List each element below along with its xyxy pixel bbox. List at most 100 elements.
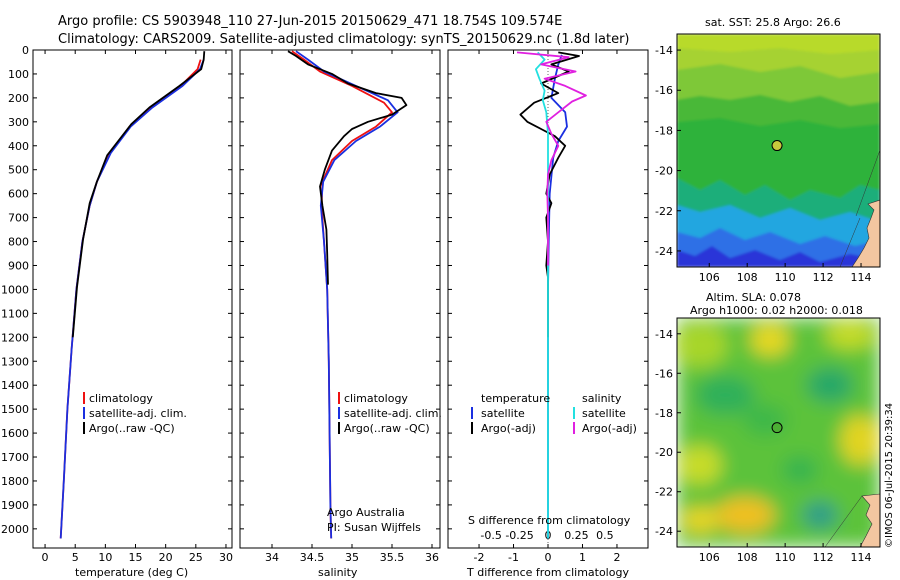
legend-climatology-label: climatology (89, 392, 153, 405)
difference-depth-ticks (448, 49, 648, 530)
salinity-axes-frame (239, 49, 441, 549)
temperature-x-tick-label: 10 (98, 551, 112, 564)
depth-tick-label: 200 (8, 92, 29, 105)
salinity-x-label: salinity (318, 566, 358, 579)
difference-x-ticks: -2 -1 0 1 2 (474, 50, 620, 564)
salinity-annotation-line2: PI: Susan Wijffels (327, 521, 421, 534)
map-lon-tick-label: 108 (737, 271, 758, 284)
map-lon-tick-label: 112 (813, 551, 834, 564)
legend-argo-label: Argo(..raw -QC) (344, 422, 430, 435)
depth-tick-label: 1900 (1, 499, 29, 512)
sst-map-image (677, 34, 880, 267)
legend-temperature-heading: temperature (481, 392, 550, 405)
temperature-difference-x-tick-label: -2 (474, 551, 485, 564)
legend-climatology-label: climatology (344, 392, 408, 405)
legend-sal-satellite-label: satellite (582, 407, 626, 420)
salinity-difference-tick-label: -0.25 (505, 529, 533, 542)
salinity-annotation-line1: Argo Australia (327, 506, 405, 519)
map-lat-tick-label: -18 (655, 124, 673, 137)
legend-satellite-label: satellite-adj. clim. (344, 407, 442, 420)
depth-tick-label: 300 (8, 116, 29, 129)
temperature-x-tick-label: 20 (159, 551, 173, 564)
depth-tick-label: 800 (8, 236, 29, 249)
legend-temp-satellite-label: satellite (481, 407, 525, 420)
temperature-legend: climatology satellite-adj. clim. Argo(..… (83, 392, 187, 435)
map-lon-tick-label: 106 (699, 551, 720, 564)
depth-tick-label: 2000 (1, 523, 29, 536)
legend-temp-argo-label: Argo(-adj) (481, 422, 536, 435)
depth-tick-label: 900 (8, 259, 29, 272)
depth-tick-label: 1100 (1, 307, 29, 320)
temperature-x-tick-label: 15 (129, 551, 143, 564)
map-lat-tick-label: -24 (655, 245, 673, 258)
argo-position-marker (771, 422, 783, 434)
depth-tick-label: 1700 (1, 451, 29, 464)
depth-tick-label: 1000 (1, 283, 29, 296)
difference-panel: -2 -1 0 1 2 -0.5 -0.25 0 0.25 0.5 temperature sa… (447, 49, 649, 579)
map-lat-tick-label: -14 (655, 328, 673, 341)
map-lon-tick-label: 114 (851, 271, 872, 284)
map-lat-tick-label: -20 (655, 446, 673, 459)
figure-title-line2: Climatology: CARS2009. Satellite-adjuste… (58, 32, 630, 47)
map-lat-tick-label: -16 (655, 84, 673, 97)
legend-satellite-label: satellite-adj. clim. (89, 407, 187, 420)
depth-tick-label: 700 (8, 212, 29, 225)
series-line-argo-raw-qc- (287, 50, 408, 285)
salinity-x-tick-label: 34 (265, 551, 279, 564)
legend-argo-label: Argo(..raw -QC) (89, 422, 175, 435)
sst-map-title: sat. SST: 25.8 Argo: 26.6 (705, 16, 841, 29)
sla-map-title-line1: Altim. SLA: 0.078 (706, 291, 801, 304)
legend-salinity-heading: salinity (582, 392, 622, 405)
map-lat-tick-label: -22 (655, 486, 673, 499)
salinity-difference-label: S difference from climatology (468, 514, 631, 527)
temperature-difference-x-tick-label: 0 (545, 551, 552, 564)
depth-tick-label: 100 (8, 68, 29, 81)
map-lat-tick-label: -16 (655, 367, 673, 380)
map-lon-tick-label: 110 (775, 551, 796, 564)
temperature-x-tick-label: 0 (42, 551, 49, 564)
temperature-difference-label: T difference from climatology (466, 566, 629, 579)
series-line-argo-raw-qc- (71, 51, 206, 338)
depth-tick-label: 1500 (1, 403, 29, 416)
difference-legend-temperature: temperature satellite Argo(-adj) (471, 392, 550, 435)
salinity-x-tick-label: 36 (425, 551, 439, 564)
salinity-x-ticks: 34 34.5 35 35.5 36 (265, 50, 439, 564)
map-lat-tick-label: -24 (655, 525, 673, 538)
temperature-lines (59, 51, 206, 539)
sla-map-title-line2: Argo h1000: 0.02 h2000: 0.018 (690, 304, 863, 317)
copyright-timestamp: ©IMOS 06-Jul-2015 20:39:34 (884, 403, 895, 548)
legend-sal-argo-label: Argo(-adj) (582, 422, 637, 435)
depth-tick-label: 1400 (1, 379, 29, 392)
depth-tick-label: 1300 (1, 355, 29, 368)
depth-tick-label: 1800 (1, 475, 29, 488)
map-lon-tick-label: 112 (813, 271, 834, 284)
sst-map-ticks: 106 108 110 112 114 -14 -16 -18 -20 -22 -24 (655, 44, 871, 284)
temperature-x-ticks: 0 5 10 15 20 25 30 (42, 50, 233, 564)
depth-tick-label: 1200 (1, 331, 29, 344)
salinity-panel: 34 34.5 35 35.5 36 climatology satellite-adj… (239, 49, 442, 579)
salinity-x-tick-label: 34.5 (300, 551, 325, 564)
map-lon-tick-label: 110 (775, 271, 796, 284)
series-line-salinity-argo-adj- (516, 51, 587, 266)
temperature-difference-x-tick-label: -1 (508, 551, 519, 564)
salinity-difference-tick-label: -0.5 (480, 529, 501, 542)
sla-map-frame (676, 317, 881, 548)
depth-tick-label: 400 (8, 140, 29, 153)
depth-tick-label: 0 (22, 44, 29, 57)
temperature-x-tick-label: 25 (189, 551, 203, 564)
argo-position-marker (771, 140, 783, 152)
temperature-axes-frame (32, 49, 233, 549)
temperature-difference-x-tick-label: 1 (579, 551, 586, 564)
map-lon-tick-label: 114 (851, 551, 872, 564)
temperature-panel: 0100200300400500600700800900100011001200… (1, 44, 233, 579)
figure-title-line1: Argo profile: CS 5903948_110 27-Jun-2015… (58, 14, 562, 29)
temperature-x-tick-label: 30 (219, 551, 233, 564)
map-lat-tick-label: -18 (655, 407, 673, 420)
temperature-x-tick-label: 5 (72, 551, 79, 564)
map-lat-tick-label: -14 (655, 44, 673, 57)
temperature-x-label: temperature (deg C) (75, 566, 188, 579)
salinity-x-tick-label: 35.5 (380, 551, 405, 564)
difference-legend-salinity: salinity satellite Argo(-adj) (573, 392, 637, 435)
difference-lines (516, 51, 587, 539)
sla-map-panel: Altim. SLA: 0.078 Argo h1000: 0.02 h2000… (655, 291, 881, 564)
